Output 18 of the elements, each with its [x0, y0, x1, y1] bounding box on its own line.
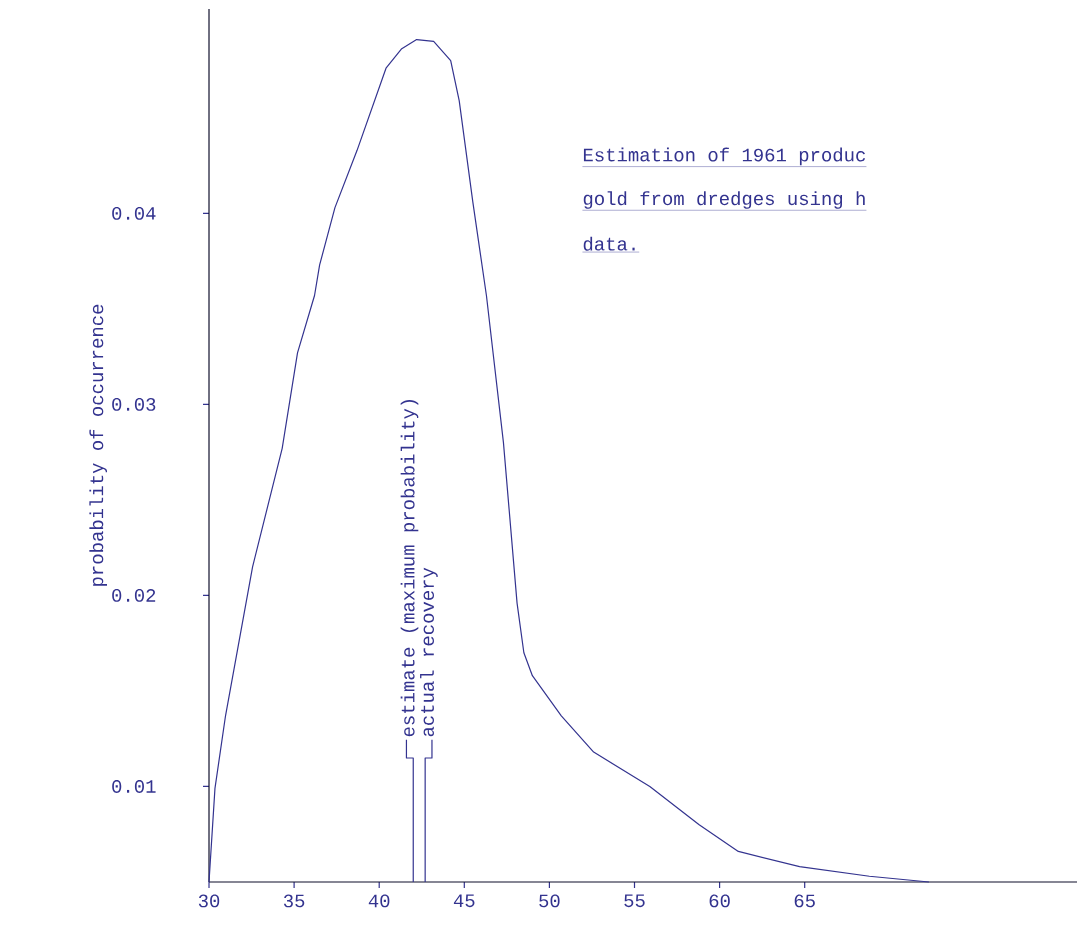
- annotation: data.: [583, 236, 635, 251]
- ref-line-label: actual recovery: [420, 567, 438, 737]
- x-tick-label: 30: [198, 894, 220, 908]
- y-tick-label: 0.04: [112, 206, 156, 220]
- x-tick-label: 65: [794, 894, 815, 908]
- ref-line-label: estimate (maximum probability): [400, 399, 419, 737]
- annotation: gold from dredges using h: [583, 191, 865, 209]
- x-tick-label: 50: [539, 894, 560, 908]
- x-tick-label: 35: [283, 894, 305, 908]
- y-tick-label: 0.03: [112, 397, 156, 411]
- y-tick-label: 0.02: [112, 589, 156, 602]
- x-tick-label: 40: [368, 894, 390, 908]
- x-tick-label: 60: [709, 894, 730, 908]
- y-tick-label: 0.01: [112, 780, 156, 793]
- annotation: Estimation of 1961 produc: [583, 147, 866, 166]
- x-tick-label: 45: [453, 894, 475, 908]
- x-tick-label: 55: [624, 894, 645, 908]
- y-axis-title: probability of occurrence: [89, 304, 108, 586]
